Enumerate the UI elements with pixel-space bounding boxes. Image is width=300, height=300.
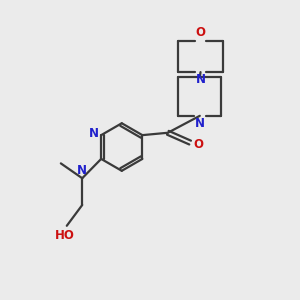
Text: O: O (196, 26, 206, 39)
Text: N: N (89, 127, 99, 140)
Text: N: N (77, 164, 87, 177)
Text: N: N (195, 117, 205, 130)
Text: O: O (194, 138, 204, 151)
Text: N: N (196, 73, 206, 86)
Text: HO: HO (55, 230, 74, 242)
